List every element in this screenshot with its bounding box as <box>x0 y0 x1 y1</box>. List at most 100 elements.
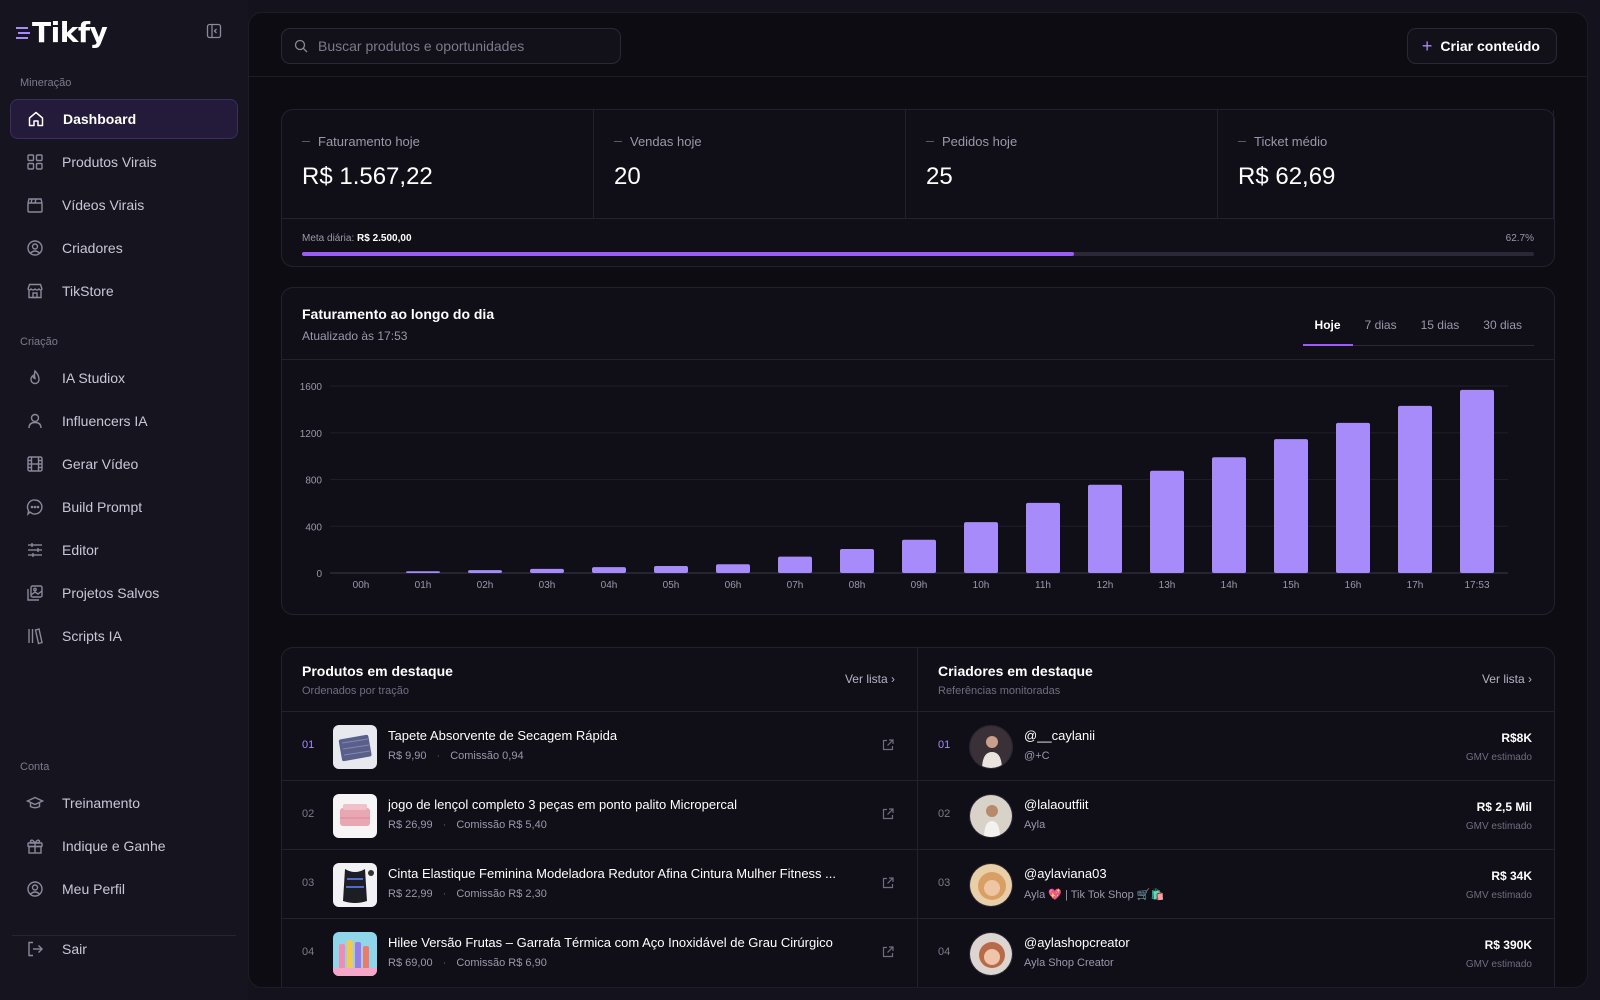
revenue-bar-chart: 0 400 800 1200 1600 00h 01h 02h 03h 04h 05h 06h 07h 0… <box>300 382 1508 591</box>
sidebar-item-label: Scripts IA <box>62 628 122 644</box>
chart-bar <box>1212 457 1246 573</box>
kpi-value: R$ 1.567,22 <box>302 163 433 190</box>
creators-ver-lista-link[interactable]: Ver lista › <box>1482 672 1532 686</box>
x-tick-label: 13h <box>1159 580 1176 591</box>
tab-30-dias[interactable]: 30 dias <box>1483 318 1522 332</box>
sidebar-item-produtos-virais[interactable]: Produtos Virais <box>10 142 238 182</box>
kpi-value: 25 <box>926 163 953 190</box>
tab-15-dias[interactable]: 15 dias <box>1420 318 1460 332</box>
sidebar-divider <box>12 935 236 936</box>
creators-card: Criadores em destaque Referências monito… <box>918 647 1555 987</box>
sidebar-item-meu-perfil[interactable]: Meu Perfil <box>10 869 238 909</box>
sidebar-item-build-prompt[interactable]: Build Prompt <box>10 487 238 527</box>
search-box[interactable] <box>281 28 621 64</box>
product-meta: R$ 69,00 · Comissão R$ 6,90 <box>388 957 547 969</box>
creator-gmv: R$8K <box>1501 731 1532 745</box>
kpi-label: Vendas hoje <box>614 134 885 149</box>
creators-subtitle: Referências monitoradas <box>938 685 1061 697</box>
ver-lista-label: Ver lista <box>1481 672 1525 686</box>
sidebar-item-editor[interactable]: Editor <box>10 530 238 570</box>
logo[interactable]: Tikfy <box>16 16 108 49</box>
creator-row[interactable]: 03 @aylaviana03 Ayla 💖 | Tik Tok Shop 🛒🛍… <box>918 850 1554 919</box>
x-tick-label: 14h <box>1221 580 1238 591</box>
search-icon <box>294 39 308 53</box>
logout-label: Sair <box>62 941 87 957</box>
creator-handle: @aylashopcreator <box>1024 935 1130 950</box>
kpi-label: Pedidos hoje <box>926 134 1197 149</box>
product-row[interactable]: 04 Hilee Versão Frutas – Garrafa Térmica… <box>282 919 917 987</box>
creator-row[interactable]: 04 @aylashopcreator Ayla Shop Creator R$… <box>918 919 1554 987</box>
product-row[interactable]: 03 Cinta Elastique Feminina Modeladora R… <box>282 850 917 919</box>
sidebar-item-projetos-salvos[interactable]: Projetos Salvos <box>10 573 238 613</box>
avatar <box>969 932 1013 976</box>
avatar <box>969 863 1013 907</box>
product-row[interactable]: 01 Tapete Absorvente de Secagem Rápida R… <box>282 712 917 781</box>
sidebar-item-influencers-ia[interactable]: Influencers IA <box>10 401 238 441</box>
brand-name: Tikfy <box>32 16 108 49</box>
graduation-cap-icon <box>26 794 44 812</box>
sliders-icon <box>26 541 44 559</box>
chart-bar <box>902 539 936 573</box>
sidebar-item-videos-virais[interactable]: Vídeos Virais <box>10 185 238 225</box>
creator-row[interactable]: 01 @__caylanii @+C R$8K GMV estimado <box>918 712 1554 781</box>
creator-row[interactable]: 02 @lalaoutfiit Ayla R$ 2,5 Mil GMV esti… <box>918 781 1554 850</box>
creators-title: Criadores em destaque <box>938 663 1093 679</box>
external-link-icon[interactable] <box>881 945 895 959</box>
kpi-pedidos: Pedidos hoje 25 <box>906 110 1218 218</box>
product-commission: Comissão 0,94 <box>450 750 524 762</box>
daily-goal: Meta diária: R$ 2.500,00 62.7% <box>282 218 1554 268</box>
goal-text: Meta diária: R$ 2.500,00 <box>302 233 412 244</box>
chart-bar <box>406 571 440 573</box>
product-commission: Comissão R$ 5,40 <box>456 819 547 831</box>
chart-bar <box>1336 422 1370 573</box>
gift-icon <box>26 837 44 855</box>
sidebar-item-ia-studiox[interactable]: IA Studiox <box>10 358 238 398</box>
flame-icon <box>26 369 44 387</box>
search-input[interactable] <box>318 38 598 54</box>
product-thumbnail <box>333 794 377 838</box>
products-card: Produtos em destaque Ordenados por traçã… <box>281 647 918 987</box>
user-circle-icon <box>26 880 44 898</box>
goal-value: R$ 2.500,00 <box>357 233 412 244</box>
external-link-icon[interactable] <box>881 738 895 752</box>
product-name: Tapete Absorvente de Secagem Rápida <box>388 728 618 743</box>
sidebar-item-criadores[interactable]: Criadores <box>10 228 238 268</box>
sidebar-item-tikstore[interactable]: TikStore <box>10 271 238 311</box>
library-icon <box>26 627 44 645</box>
products-ver-lista-link[interactable]: Ver lista › <box>845 672 895 686</box>
product-row[interactable]: 02 jogo de lençol completo 3 peças em po… <box>282 781 917 850</box>
x-tick-label: 08h <box>849 580 866 591</box>
logout-button[interactable]: Sair <box>10 929 238 969</box>
chart-bar <box>1150 470 1184 573</box>
speed-lines-icon <box>16 26 30 39</box>
rank: 02 <box>938 808 951 820</box>
product-meta: R$ 26,99 · Comissão R$ 5,40 <box>388 819 547 831</box>
chart-bar <box>592 567 626 573</box>
tab-7-dias[interactable]: 7 dias <box>1364 318 1397 332</box>
sidebar-item-label: IA Studiox <box>62 370 126 386</box>
collapse-sidebar-button[interactable] <box>206 23 224 41</box>
section-label-conta: Conta <box>20 761 50 773</box>
kpi-value: R$ 62,69 <box>1238 163 1336 190</box>
product-name: Cinta Elastique Feminina Modeladora Redu… <box>388 866 836 881</box>
chart-title: Faturamento ao longo do dia <box>302 306 495 322</box>
tab-hoje[interactable]: Hoje <box>1302 308 1353 346</box>
product-thumbnail <box>333 863 377 907</box>
x-tick-label: 15h <box>1283 580 1300 591</box>
sidebar-item-scripts-ia[interactable]: Scripts IA <box>10 616 238 656</box>
sidebar-item-dashboard[interactable]: Dashboard <box>10 99 238 139</box>
external-link-icon[interactable] <box>881 807 895 821</box>
sidebar-item-label: Produtos Virais <box>62 154 157 170</box>
product-price: R$ 26,99 <box>388 819 433 831</box>
sidebar-item-treinamento[interactable]: Treinamento <box>10 783 238 823</box>
chart-subtitle: Atualizado às 17:53 <box>302 329 408 343</box>
images-icon <box>26 584 44 602</box>
creator-name: Ayla <box>1024 819 1046 831</box>
y-tick-label: 0 <box>316 569 322 580</box>
sidebar-item-indique-e-ganhe[interactable]: Indique e Ganhe <box>10 826 238 866</box>
sidebar-item-gerar-video[interactable]: Gerar Vídeo <box>10 444 238 484</box>
external-link-icon[interactable] <box>881 876 895 890</box>
create-content-button[interactable]: + Criar conteúdo <box>1406 28 1557 64</box>
product-thumbnail <box>333 725 377 769</box>
product-commission: Comissão R$ 6,90 <box>456 957 547 969</box>
